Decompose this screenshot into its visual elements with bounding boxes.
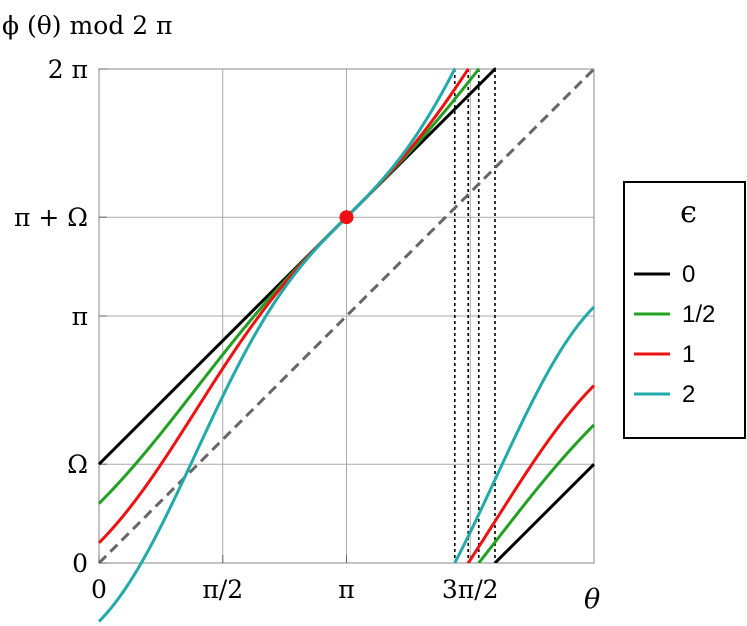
legend: ϵ 0 1/2 1 2	[623, 181, 746, 439]
y-axis-label: ϕ (θ) mod 2 π	[2, 11, 172, 40]
legend-entry: 2	[682, 381, 695, 408]
x-tick-label: π	[338, 575, 354, 604]
series-line-2	[453, 305, 596, 563]
series-line-1	[467, 384, 596, 564]
y-tick-label: 2 π	[48, 55, 88, 84]
legend-entry: 1/2	[682, 301, 715, 328]
y-tick-label: Ω	[67, 450, 88, 479]
legend-title: ϵ	[680, 195, 697, 230]
x-tick-label: 0	[91, 575, 107, 604]
series-line-1-2	[477, 423, 596, 564]
series-line-2	[97, 67, 457, 623]
fixed-point-marker	[339, 210, 354, 225]
y-tick-label: π	[72, 302, 88, 331]
tick-labels: 0 π/2 π 3π/2 0 Ωπ π + Ω 2 π	[14, 55, 499, 604]
y-tick-label: 0	[72, 549, 88, 578]
series-line-1	[97, 67, 470, 544]
legend-entry: 1	[682, 341, 695, 368]
series-line-0	[494, 463, 596, 564]
y-tick-label: π + Ω	[14, 203, 88, 232]
legend-entry: 0	[682, 261, 695, 288]
x-axis-label: θ	[584, 584, 600, 615]
plot-area	[97, 67, 596, 623]
x-tick-label: 3π/2	[442, 575, 499, 604]
x-tick-label: π/2	[202, 575, 243, 604]
